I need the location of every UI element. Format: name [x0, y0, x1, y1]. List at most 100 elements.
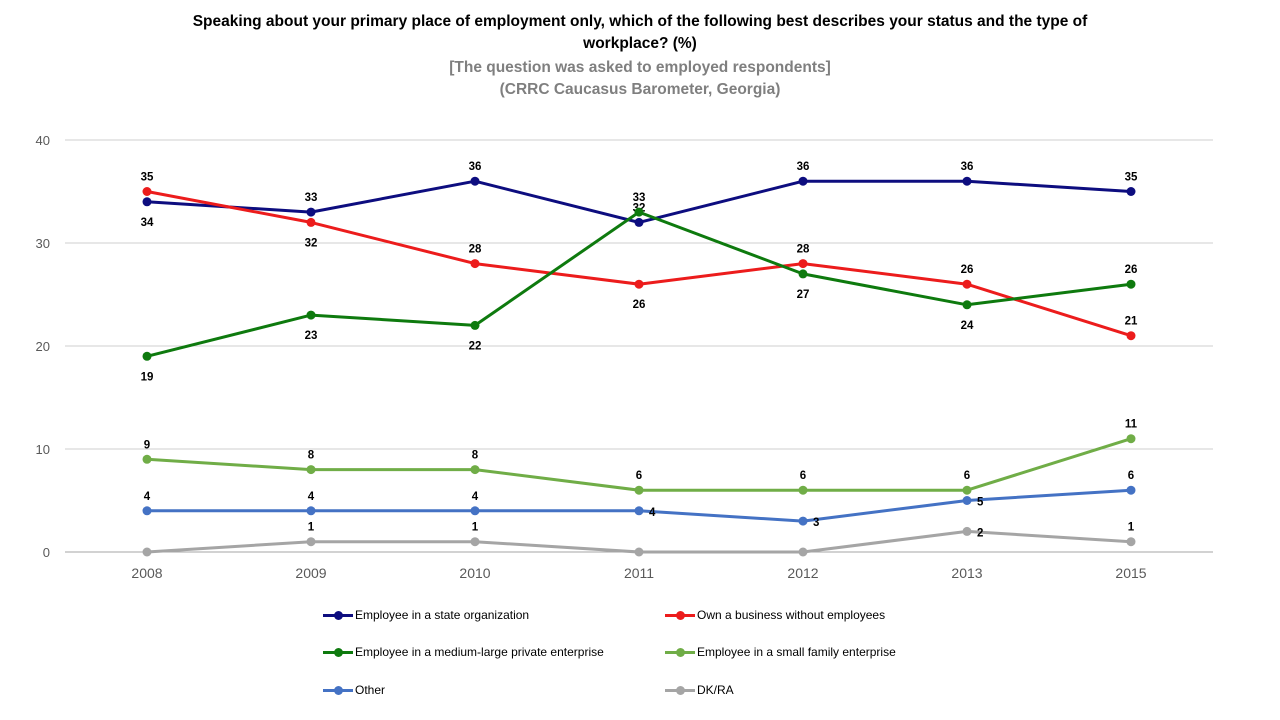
data-label: 28 [797, 244, 810, 256]
data-point [634, 506, 644, 516]
data-point [634, 217, 644, 227]
data-label: 33 [305, 192, 318, 204]
data-label: 28 [469, 244, 482, 256]
data-label: 11 [1125, 419, 1138, 431]
y-tick-label: 0 [43, 545, 50, 560]
data-point [962, 279, 972, 289]
data-point [962, 176, 972, 186]
data-point [470, 465, 480, 475]
data-label: 6 [964, 470, 970, 482]
data-point [798, 269, 808, 279]
legend-swatch [323, 644, 353, 660]
x-tick-label: 2011 [624, 565, 654, 581]
data-label: 35 [1125, 172, 1138, 184]
data-label: 33 [633, 192, 646, 204]
data-point [1126, 187, 1136, 196]
data-label: 4 [144, 491, 151, 503]
data-label: 4 [472, 491, 479, 503]
data-point [142, 506, 152, 516]
data-point [470, 259, 480, 269]
data-label: 6 [1128, 470, 1134, 482]
data-point [142, 187, 152, 196]
data-label: 35 [141, 172, 154, 184]
data-label: 1 [308, 522, 315, 534]
data-label: 21 [1125, 316, 1138, 328]
data-label: 26 [1125, 264, 1138, 276]
y-tick-label: 10 [36, 442, 50, 457]
chart-subtitle-line-1: [The question was asked to employed resp… [449, 59, 831, 76]
data-label: 19 [141, 371, 154, 383]
legend-label: Employee in a small family enterprise [697, 645, 896, 659]
data-label: 34 [141, 217, 154, 229]
data-label: 4 [308, 491, 315, 503]
data-point [470, 506, 480, 516]
x-tick-label: 2009 [295, 565, 326, 581]
data-point [798, 176, 808, 186]
legend-item: Employee in a medium-large private enter… [323, 644, 604, 660]
legend-swatch [323, 607, 353, 623]
data-label: 9 [144, 439, 150, 451]
data-label: 36 [469, 161, 482, 173]
data-label: 36 [797, 161, 810, 173]
x-tick-label: 2015 [1115, 565, 1146, 581]
data-point [306, 217, 316, 227]
data-point [1126, 485, 1136, 495]
data-label: 2 [977, 527, 983, 539]
legend-swatch [323, 682, 353, 698]
y-tick-label: 30 [36, 236, 50, 251]
legend-swatch [665, 607, 695, 623]
data-point [1126, 279, 1136, 289]
x-tick-label: 2010 [459, 565, 490, 581]
data-point [306, 207, 316, 217]
legend-label: Employee in a state organization [355, 608, 530, 622]
legend-item: DK/RA [665, 682, 734, 698]
data-point [962, 300, 972, 310]
data-label: 36 [961, 161, 974, 173]
legend-item: Employee in a state organization [323, 607, 529, 623]
data-label: 8 [472, 450, 479, 462]
legend-label: Employee in a medium-large private enter… [355, 645, 604, 659]
data-point [142, 547, 152, 557]
chart-title-line-2: workplace? (%) [583, 35, 697, 52]
data-label: 23 [305, 330, 318, 342]
data-label: 32 [305, 237, 318, 249]
data-label: 5 [977, 497, 984, 509]
data-point [634, 547, 644, 557]
y-tick-label: 40 [36, 133, 50, 148]
data-label: 26 [633, 299, 646, 311]
data-label: 3 [813, 517, 819, 529]
chart-subtitle: [The question was asked to employed resp… [0, 57, 1280, 101]
data-point [634, 485, 644, 495]
legend-label: DK/RA [697, 683, 734, 697]
chart-title: Speaking about your primary place of emp… [0, 11, 1280, 55]
data-point [962, 485, 972, 495]
legend-swatch [665, 682, 695, 698]
data-label: 22 [469, 340, 482, 352]
data-label: 1 [1128, 522, 1135, 534]
data-point [634, 279, 644, 289]
legend-label: Own a business without employees [697, 608, 886, 622]
data-point [1126, 434, 1136, 444]
data-point [470, 176, 480, 186]
data-point [142, 351, 152, 361]
legend-item: Other [323, 682, 385, 698]
data-point [962, 496, 972, 505]
data-point [798, 485, 808, 495]
data-point [306, 465, 316, 475]
legend-swatch [665, 644, 695, 660]
y-tick-label: 20 [36, 339, 50, 354]
x-tick-label: 2008 [131, 565, 162, 581]
data-point [470, 320, 480, 330]
data-point [1126, 331, 1136, 341]
data-label: 8 [308, 450, 315, 462]
data-label: 4 [649, 507, 656, 519]
chart-subtitle-line-2: (CRRC Caucasus Barometer, Georgia) [499, 81, 781, 98]
data-point [306, 537, 316, 547]
data-point [142, 197, 152, 207]
data-point [142, 454, 152, 464]
data-point [470, 537, 480, 547]
data-point [798, 547, 808, 557]
data-point [798, 259, 808, 269]
